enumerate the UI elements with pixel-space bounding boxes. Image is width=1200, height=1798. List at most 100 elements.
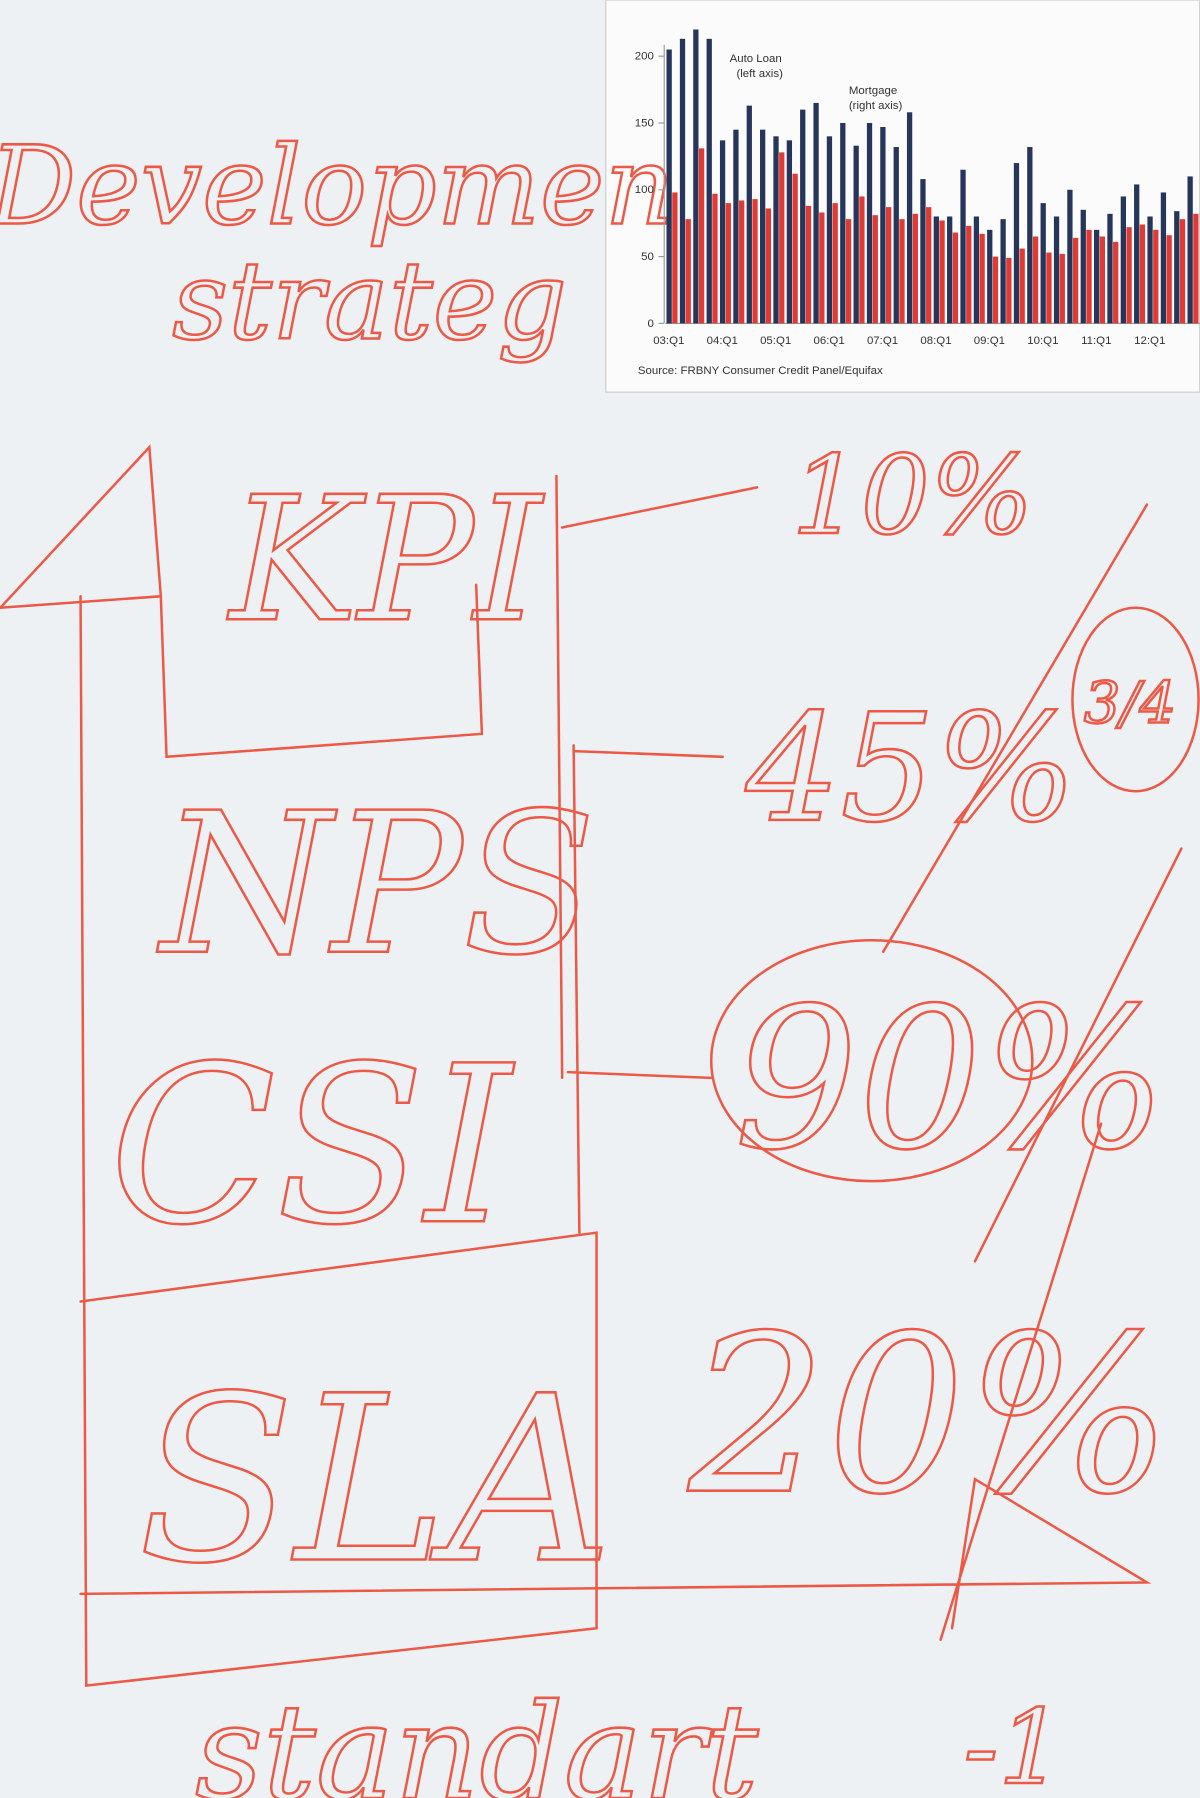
handwriting: 10% (791, 432, 1033, 559)
bar (1147, 216, 1153, 324)
handwriting: CSI (109, 1020, 515, 1273)
bar (1040, 203, 1046, 324)
bar (1093, 229, 1100, 324)
bar (1126, 227, 1132, 324)
bar (693, 29, 699, 324)
bar (672, 192, 678, 324)
bar (899, 219, 905, 324)
bar (872, 215, 878, 324)
x-tick-label: 03:Q1 (653, 335, 684, 347)
bar (725, 203, 731, 324)
bar (1073, 237, 1079, 324)
bar (826, 136, 833, 324)
handwriting: standart (195, 1677, 759, 1798)
legend-label: (left axis) (736, 68, 783, 80)
bar (933, 216, 939, 324)
bar (666, 49, 672, 324)
bar (840, 122, 846, 324)
slashes (881, 503, 1183, 1642)
bar (979, 233, 985, 324)
printed-chart (605, 0, 1200, 393)
bar (1134, 184, 1140, 324)
bar (679, 38, 686, 324)
bar (1067, 189, 1073, 324)
bar (1153, 229, 1159, 324)
bar (926, 207, 932, 324)
bar (893, 147, 899, 324)
bar (1046, 252, 1052, 324)
bar (1006, 257, 1012, 324)
bar (939, 220, 945, 324)
bar (698, 148, 705, 324)
arrow-head (0, 444, 163, 610)
bar (960, 169, 966, 324)
bar (1139, 224, 1146, 324)
bottom-arrow (79, 1477, 1152, 1630)
x-tick-label: 10:Q1 (1027, 335, 1058, 347)
handwriting: 3/4 (1084, 669, 1176, 736)
bar (912, 213, 918, 324)
handwriting: -1 (963, 1688, 1064, 1798)
bar (880, 126, 886, 324)
bar (819, 212, 825, 324)
circle (1071, 606, 1200, 793)
x-tick-label: 08:Q1 (920, 335, 951, 347)
bar (712, 193, 718, 324)
bar (765, 208, 772, 324)
bar (813, 102, 819, 324)
bar (719, 140, 726, 324)
circle (709, 939, 1034, 1183)
bar (1193, 213, 1199, 324)
bar (773, 136, 779, 324)
x-tick-label: 07:Q1 (867, 335, 898, 347)
bar (752, 199, 758, 324)
title-line: Developmen (0, 123, 675, 250)
bar (1032, 236, 1039, 324)
bar (1113, 241, 1119, 324)
bar (866, 122, 873, 324)
bar (792, 173, 798, 324)
y-tick-label: 50 (641, 251, 654, 263)
bar (1179, 219, 1186, 324)
x-tick-label: 12:Q1 (1134, 335, 1165, 347)
x-tick-label: 04:Q1 (707, 335, 738, 347)
bar (800, 109, 806, 324)
bar (906, 112, 913, 324)
bar (760, 129, 766, 324)
bar (973, 216, 980, 324)
bar (739, 200, 745, 324)
bar (746, 105, 752, 324)
legend-label: Mortgage (849, 85, 897, 97)
x-tick-label: 11:Q1 (1081, 335, 1111, 347)
x-tick-label: 09:Q1 (974, 335, 1005, 347)
bar (947, 216, 953, 324)
bar (853, 145, 859, 324)
bar (779, 152, 785, 324)
y-tick-label: 150 (635, 117, 654, 129)
handwriting: 45% (745, 683, 1077, 856)
bar (966, 225, 972, 324)
y-tick-label: 100 (635, 184, 654, 196)
bar (1000, 219, 1006, 324)
handwriting: NPS (157, 771, 596, 998)
bar (885, 207, 892, 324)
bar (1013, 163, 1020, 324)
chart-source: Source: FRBNY Consumer Credit Panel/Equi… (638, 365, 883, 377)
bar (1166, 235, 1172, 324)
bar (1059, 253, 1065, 324)
bar (832, 203, 838, 324)
handwriting: KPI (227, 459, 545, 660)
handwriting: 20% (687, 1290, 1172, 1543)
bar (845, 219, 852, 324)
bar (1019, 248, 1025, 324)
bar (920, 179, 926, 324)
handwriting: 90% (734, 966, 1167, 1193)
handwriting: SLA (138, 1347, 613, 1614)
y-tick-label: 0 (648, 318, 654, 330)
box-outline (79, 595, 598, 1688)
ink-lines (0, 444, 1200, 1688)
bar (1099, 236, 1105, 324)
bar (1120, 196, 1126, 324)
bar (1086, 229, 1092, 324)
